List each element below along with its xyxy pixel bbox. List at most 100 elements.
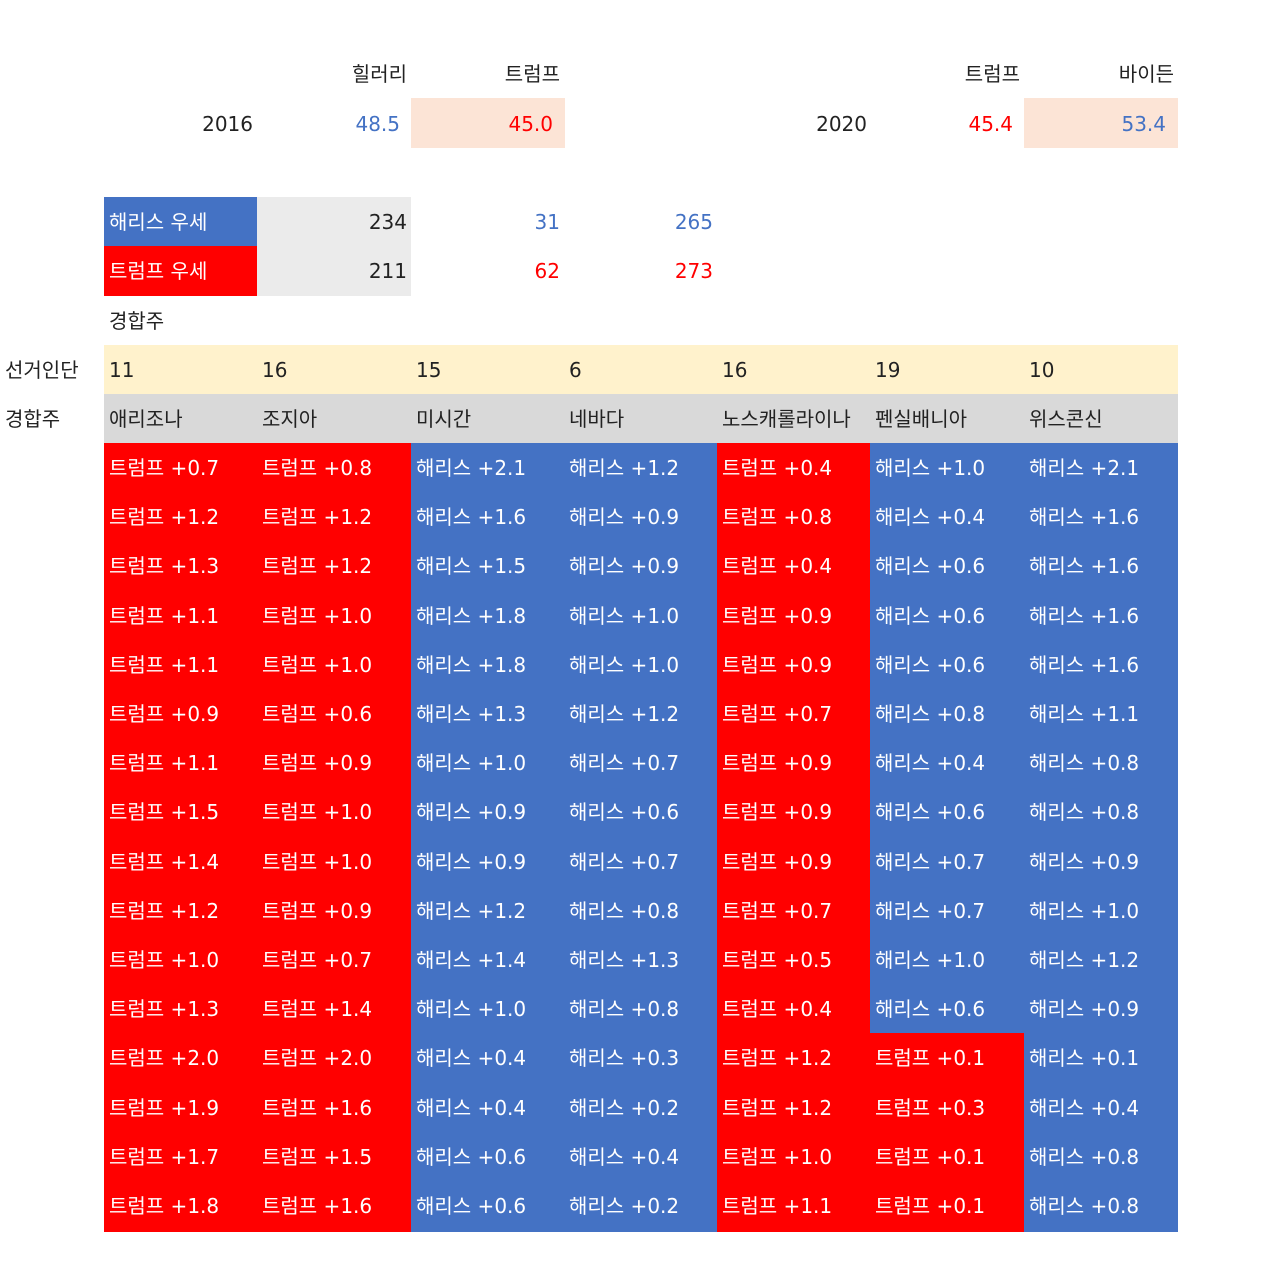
poll-cell: 트럼프 +1.2 bbox=[104, 492, 257, 544]
poll-cell: 트럼프 +1.5 bbox=[104, 787, 257, 839]
poll-cell: 트럼프 +1.0 bbox=[257, 639, 411, 691]
state-name: 네바다 bbox=[569, 407, 625, 431]
poll-cell: 해리스 +2.1 bbox=[1024, 443, 1178, 494]
poll-cell: 트럼프 +2.0 bbox=[104, 1033, 257, 1085]
poll-cell: 해리스 +0.6 bbox=[411, 1131, 564, 1183]
summary-harris-swing: 31 bbox=[534, 210, 560, 234]
poll-cell: 해리스 +0.4 bbox=[870, 738, 1024, 790]
poll-cell: 해리스 +1.2 bbox=[564, 689, 717, 740]
header-2016-hillary: 힐러리 bbox=[351, 62, 407, 86]
poll-cell: 트럼프 +1.0 bbox=[257, 836, 411, 888]
state-name: 조지아 bbox=[262, 407, 318, 431]
poll-cell: 해리스 +0.6 bbox=[870, 787, 1024, 839]
poll-cell: 트럼프 +0.9 bbox=[717, 836, 870, 888]
poll-cell: 트럼프 +1.7 bbox=[104, 1131, 257, 1183]
poll-cell: 해리스 +1.4 bbox=[411, 935, 564, 986]
swing-title: 경합주 bbox=[109, 309, 165, 333]
poll-cell: 트럼프 +1.0 bbox=[717, 1131, 870, 1183]
electors-count: 10 bbox=[1029, 358, 1055, 382]
poll-cell: 트럼프 +1.3 bbox=[104, 984, 257, 1036]
state-name: 위스콘신 bbox=[1029, 407, 1103, 431]
state-name: 펜실배니아 bbox=[875, 407, 967, 431]
poll-cell: 해리스 +1.0 bbox=[870, 443, 1024, 494]
poll-cell: 해리스 +0.8 bbox=[1024, 738, 1178, 790]
electors-count: 16 bbox=[262, 358, 288, 382]
poll-cell: 트럼프 +0.9 bbox=[717, 639, 870, 691]
poll-cell: 해리스 +0.9 bbox=[411, 787, 564, 839]
poll-cell: 해리스 +0.8 bbox=[1024, 1131, 1178, 1183]
year-2016: 2016 bbox=[202, 112, 253, 136]
poll-cell: 트럼프 +0.9 bbox=[717, 590, 870, 642]
states-row-bg bbox=[104, 394, 1178, 443]
poll-cell: 트럼프 +0.1 bbox=[870, 1181, 1024, 1232]
poll-cell: 트럼프 +1.2 bbox=[717, 1082, 870, 1134]
poll-cell: 해리스 +0.9 bbox=[564, 541, 717, 593]
poll-cell: 해리스 +0.6 bbox=[564, 787, 717, 839]
poll-cell: 트럼프 +0.9 bbox=[717, 738, 870, 790]
summary-harris-total: 265 bbox=[674, 210, 713, 234]
header-2020-biden: 바이든 bbox=[1118, 62, 1174, 86]
poll-cell: 해리스 +0.8 bbox=[870, 689, 1024, 740]
poll-cell: 해리스 +1.0 bbox=[1024, 885, 1178, 937]
poll-cell: 해리스 +1.0 bbox=[870, 935, 1024, 986]
poll-cell: 트럼프 +1.1 bbox=[104, 590, 257, 642]
row-label-states: 경합주 bbox=[5, 407, 61, 431]
electors-count: 11 bbox=[109, 358, 135, 382]
poll-cell: 해리스 +0.2 bbox=[564, 1082, 717, 1134]
poll-cell: 해리스 +0.9 bbox=[1024, 984, 1178, 1036]
poll-cell: 트럼프 +0.1 bbox=[870, 1033, 1024, 1085]
poll-cell: 해리스 +0.6 bbox=[411, 1181, 564, 1232]
poll-cell: 해리스 +0.4 bbox=[411, 1033, 564, 1085]
row-label-electors: 선거인단 bbox=[5, 358, 79, 382]
poll-cell: 트럼프 +0.8 bbox=[257, 443, 411, 494]
poll-cell: 트럼프 +0.7 bbox=[717, 885, 870, 937]
poll-cell: 트럼프 +0.4 bbox=[717, 443, 870, 494]
poll-cell: 트럼프 +1.6 bbox=[257, 1181, 411, 1232]
poll-cell: 해리스 +1.0 bbox=[564, 639, 717, 691]
poll-cell: 해리스 +0.4 bbox=[411, 1082, 564, 1134]
poll-cell: 해리스 +1.5 bbox=[411, 541, 564, 593]
poll-cell: 트럼프 +1.4 bbox=[257, 984, 411, 1036]
poll-cell: 트럼프 +0.7 bbox=[104, 443, 257, 494]
poll-cell: 트럼프 +0.7 bbox=[717, 689, 870, 740]
electors-row-bg bbox=[104, 345, 1178, 394]
poll-cell: 트럼프 +1.2 bbox=[257, 541, 411, 593]
electors-count: 16 bbox=[722, 358, 748, 382]
poll-cell: 해리스 +0.8 bbox=[564, 885, 717, 937]
poll-cell: 해리스 +0.3 bbox=[564, 1033, 717, 1085]
poll-cell: 트럼프 +0.9 bbox=[104, 689, 257, 740]
poll-cell: 해리스 +0.8 bbox=[564, 984, 717, 1036]
poll-cell: 트럼프 +1.3 bbox=[104, 541, 257, 593]
poll-cell: 해리스 +0.7 bbox=[870, 836, 1024, 888]
poll-cell: 해리스 +1.6 bbox=[1024, 639, 1178, 691]
state-name: 애리조나 bbox=[109, 407, 183, 431]
value-2016-trump: 45.0 bbox=[411, 98, 565, 148]
electors-count: 19 bbox=[875, 358, 901, 382]
poll-cell: 트럼프 +0.7 bbox=[257, 935, 411, 986]
electors-count: 15 bbox=[416, 358, 442, 382]
poll-cell: 해리스 +1.2 bbox=[411, 885, 564, 937]
poll-cell: 해리스 +0.6 bbox=[870, 590, 1024, 642]
poll-cell: 해리스 +1.6 bbox=[1024, 590, 1178, 642]
value-2020-biden: 53.4 bbox=[1024, 98, 1178, 148]
value-2016-hillary: 48.5 bbox=[355, 112, 400, 136]
poll-cell: 해리스 +0.8 bbox=[1024, 787, 1178, 839]
poll-cell: 해리스 +1.0 bbox=[411, 738, 564, 790]
poll-cell: 해리스 +0.9 bbox=[564, 492, 717, 544]
poll-cell: 트럼프 +1.0 bbox=[104, 935, 257, 986]
poll-cell: 트럼프 +0.4 bbox=[717, 541, 870, 593]
value-2020-trump: 45.4 bbox=[968, 112, 1013, 136]
state-name: 미시간 bbox=[416, 407, 472, 431]
poll-cell: 해리스 +0.7 bbox=[870, 885, 1024, 937]
summary-label-trump: 트럼프 우세 bbox=[104, 246, 257, 296]
state-name: 노스캐롤라이나 bbox=[722, 407, 851, 431]
header-2016-trump: 트럼프 bbox=[504, 62, 560, 86]
poll-cell: 해리스 +0.4 bbox=[564, 1131, 717, 1183]
poll-cell: 해리스 +0.9 bbox=[411, 836, 564, 888]
poll-cell: 트럼프 +1.2 bbox=[257, 492, 411, 544]
poll-cell: 해리스 +1.2 bbox=[564, 443, 717, 494]
poll-cell: 해리스 +1.8 bbox=[411, 590, 564, 642]
poll-cell: 해리스 +1.6 bbox=[1024, 492, 1178, 544]
poll-cell: 해리스 +0.7 bbox=[564, 738, 717, 790]
poll-cell: 트럼프 +0.3 bbox=[870, 1082, 1024, 1134]
